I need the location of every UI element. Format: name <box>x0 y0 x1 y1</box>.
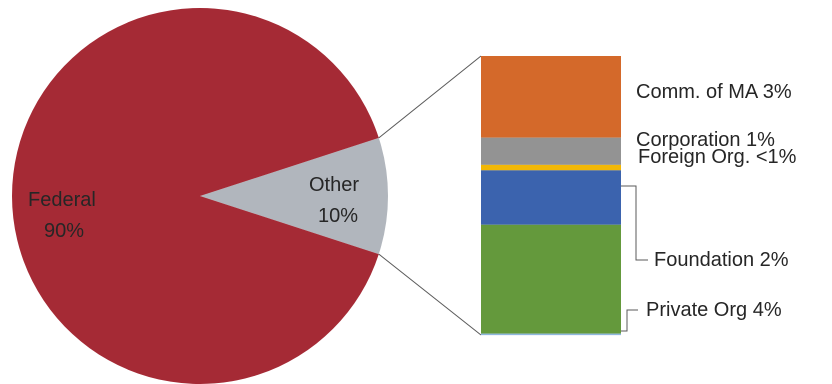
stack-segment-corporation <box>481 137 621 165</box>
pie-chart <box>11 7 388 384</box>
stack-segment-comm-of-ma <box>481 56 621 138</box>
connector-lines <box>378 55 482 336</box>
stack-label-comm-of-ma: Comm. of MA 3% <box>636 81 792 103</box>
leader-line-private-org <box>621 309 638 332</box>
pie-label-other-name: Other <box>309 174 359 196</box>
pie-label-federal-name: Federal <box>28 189 96 211</box>
stack-segment-foreign-org <box>481 164 621 171</box>
breakdown-labels: Comm. of MA 3% Corporation 1%Foreign Org.… <box>621 81 797 332</box>
pie-label-other-value: 10% <box>318 205 358 227</box>
connector-line-bottom <box>378 253 482 336</box>
stack-segment-foundation <box>481 170 621 225</box>
stack-segment-unlabeled <box>481 333 621 336</box>
pie-slice-other <box>200 137 388 255</box>
connector-line-top <box>378 55 482 139</box>
pie-label-federal-value: 90% <box>44 220 84 242</box>
leader-line-foundation <box>621 185 648 261</box>
stack-label-private-org: Private Org 4% <box>646 299 782 321</box>
stack-label-corporation: Corporation 1% <box>636 129 775 151</box>
stack-segment-private-org <box>481 224 621 334</box>
stack-label-foreign-org: Foreign Org. <1% <box>638 146 797 168</box>
pie-slice-federal <box>11 7 379 384</box>
stacked-breakdown-bar <box>481 56 621 336</box>
stack-label-foundation: Foundation 2% <box>654 249 789 271</box>
